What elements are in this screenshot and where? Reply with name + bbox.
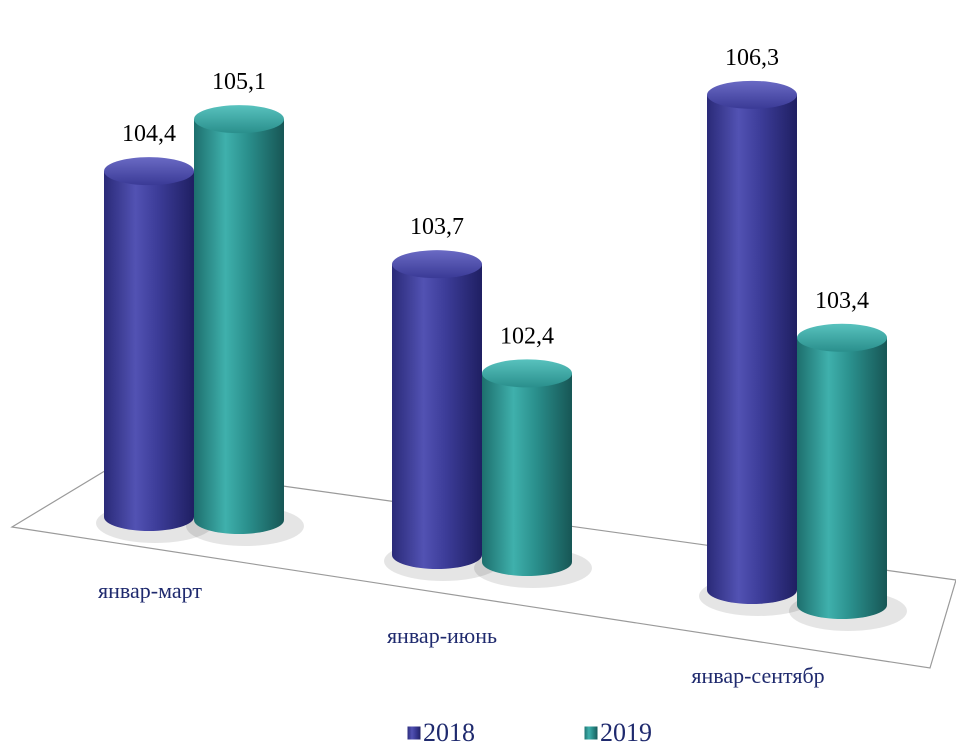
bar-body (104, 171, 194, 531)
bar-body (482, 373, 572, 576)
value-label: 102,4 (500, 323, 554, 349)
value-label: 106,3 (725, 45, 779, 71)
bar-body (797, 337, 887, 619)
bar-top (194, 105, 284, 134)
bar-2018-3 (707, 80, 797, 604)
bar-top (707, 80, 797, 109)
bar-2019-3 (797, 323, 887, 619)
bar-top (797, 323, 887, 352)
value-labels: 104,4 105,1 103,7 102,4 106,3 103,4 (122, 45, 869, 350)
category-label: январ-сентябр (691, 663, 824, 688)
value-label: 103,7 (410, 214, 464, 240)
bar-2018-2 (392, 250, 482, 569)
category-label: январ-июнь (387, 623, 497, 648)
value-label: 105,1 (212, 69, 266, 95)
bar-2018-1 (104, 157, 194, 531)
bar-top (392, 250, 482, 279)
bar-body (392, 264, 482, 569)
bar-body (194, 119, 284, 534)
value-label: 103,4 (815, 288, 869, 314)
bars (104, 80, 887, 619)
legend: 2018 2019 (406, 718, 652, 747)
bar-top (104, 157, 194, 186)
legend-label-2018: 2018 (423, 718, 475, 747)
legend-swatch-2018 (406, 725, 422, 741)
legend-label-2019: 2019 (600, 718, 652, 747)
bar-top (482, 359, 572, 388)
legend-swatch-2019 (583, 725, 599, 741)
category-label: январ-март (98, 578, 202, 603)
chart-floor (10, 462, 956, 669)
category-labels: январ-март январ-июнь январ-сентябр (98, 578, 825, 688)
bar-2019-1 (194, 105, 284, 534)
value-label: 104,4 (122, 121, 176, 147)
bar-body (707, 94, 797, 604)
bar-2019-2 (482, 359, 572, 576)
